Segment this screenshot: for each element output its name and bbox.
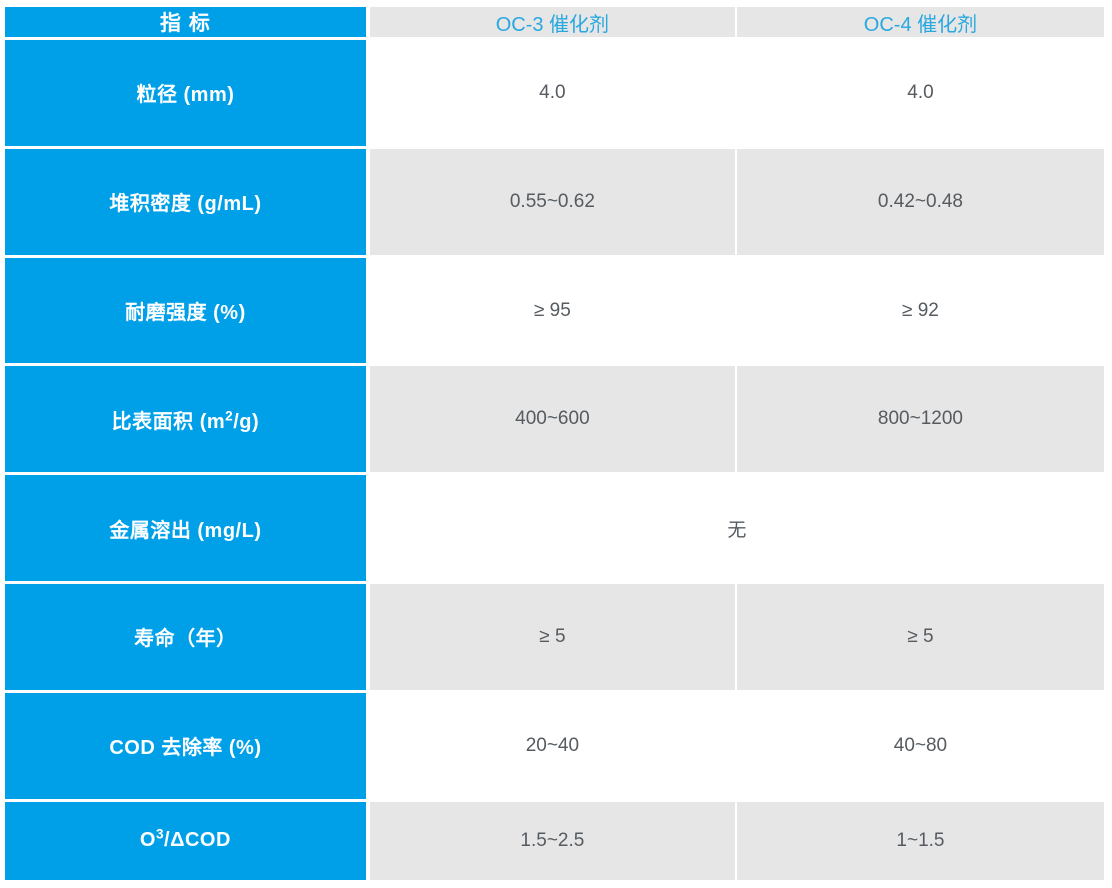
row-label-suffix: /ΔCOD — [164, 829, 231, 852]
row-value-oc3-0: 4.0 — [369, 40, 737, 149]
row-value-oc4-1: 0.42~0.48 — [736, 148, 1104, 258]
row-value-oc3-7: 1.5~2.5 — [369, 801, 737, 880]
row-label-1: 堆积密度 (g/mL) — [5, 148, 370, 258]
row-value-oc3-3: 400~600 — [369, 366, 737, 476]
row-label-6: COD 去除率 (%) — [5, 692, 370, 802]
column-header-oc3: OC-3 催化剂 — [369, 7, 737, 40]
table-row: 寿命（年） ≥ 5 ≥ 5 — [5, 584, 1104, 693]
row-value-oc4-7: 1~1.5 — [736, 801, 1104, 880]
row-label-4: 金属溶出 (mg/L) — [5, 475, 370, 585]
row-label-3: 比表面积 (m2/g) — [5, 366, 370, 476]
table-row: 粒径 (mm) 4.0 4.0 — [5, 40, 1104, 149]
row-label-2: 耐磨强度 (%) — [5, 257, 370, 367]
table-row: 耐磨强度 (%) ≥ 95 ≥ 92 — [5, 257, 1104, 367]
row-label-prefix: O — [139, 829, 156, 852]
row-value-merged-4: 无 — [369, 475, 1104, 585]
row-value-oc3-5: ≥ 5 — [369, 584, 737, 693]
catalyst-spec-table: 指 标 OC-3 催化剂 OC-4 催化剂 粒径 (mm) 4.0 4.0 堆积密度 … — [5, 7, 1104, 880]
row-value-oc4-6: 40~80 — [736, 692, 1104, 802]
row-label-7: O3/ΔCOD — [5, 801, 370, 880]
table-row: O3/ΔCOD 1.5~2.5 1~1.5 — [5, 801, 1104, 880]
row-value-oc3-1: 0.55~0.62 — [369, 148, 737, 258]
table-row: 堆积密度 (g/mL) 0.55~0.62 0.42~0.48 — [5, 148, 1104, 258]
row-value-oc4-0: 4.0 — [736, 40, 1104, 149]
table-body: 粒径 (mm) 4.0 4.0 堆积密度 (g/mL) 0.55~0.62 0.42~0.… — [5, 40, 1104, 880]
row-value-oc3-2: ≥ 95 — [369, 257, 737, 367]
column-header-oc4: OC-4 催化剂 — [736, 7, 1104, 40]
table-header: 指 标 OC-3 催化剂 OC-4 催化剂 — [5, 7, 1104, 40]
row-value-oc3-6: 20~40 — [369, 692, 737, 802]
row-label-prefix: 比表面积 (m — [111, 410, 226, 433]
row-label-superscript: 3 — [155, 826, 165, 842]
table-header-row: 指 标 OC-3 催化剂 OC-4 催化剂 — [5, 7, 1104, 40]
table-row: 比表面积 (m2/g) 400~600 800~1200 — [5, 366, 1104, 476]
row-label-superscript: 2 — [225, 408, 234, 424]
table-row: 金属溶出 (mg/L) 无 — [5, 475, 1104, 585]
row-label-5: 寿命（年） — [5, 584, 370, 693]
row-value-oc4-3: 800~1200 — [736, 366, 1104, 476]
row-value-oc4-5: ≥ 5 — [736, 584, 1104, 693]
row-label-0: 粒径 (mm) — [5, 40, 370, 149]
row-value-oc4-2: ≥ 92 — [736, 257, 1104, 367]
column-header-indicator: 指 标 — [5, 7, 370, 40]
row-label-suffix: /g) — [233, 410, 260, 433]
table-row: COD 去除率 (%) 20~40 40~80 — [5, 692, 1104, 802]
